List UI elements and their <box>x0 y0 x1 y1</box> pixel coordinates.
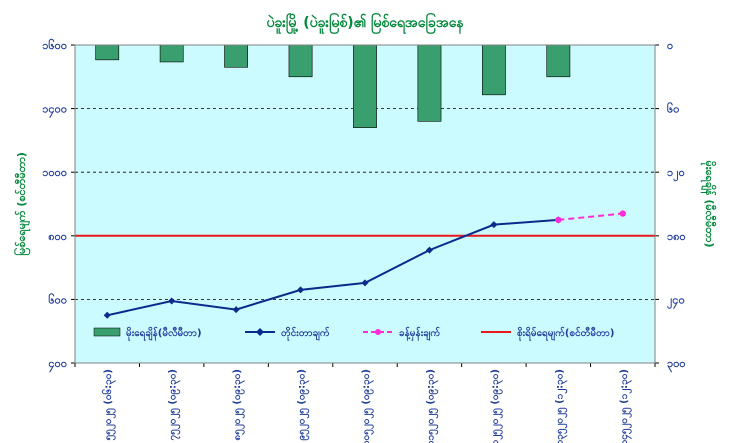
measured-series-line <box>107 218 559 317</box>
measured-point <box>103 311 111 319</box>
measured-point <box>490 221 498 229</box>
legend-label-rainfall: မိုးရေချိန်(မီလီမီတာ) <box>126 326 202 342</box>
left-tick-label: ၁၄၀၀ <box>42 103 67 119</box>
measured-point <box>425 246 433 254</box>
right-axis-title: မိုးရေချိန် (မီလီမီတာ) <box>700 161 717 248</box>
x-tick-label: ၇၅၂၀၂၅ (၀၉:၃၀) <box>168 369 182 441</box>
legend-swatch-rainfall <box>93 327 121 337</box>
forecast-series-line <box>558 212 623 221</box>
x-tick-label: ၅၅၂၀၂၅ (၀၆:၃၀) <box>101 369 117 440</box>
x-tick-label: ၁၀၅၂၀၂၅ (၀၉:၃၀) <box>361 369 375 443</box>
rainfall-bar <box>159 44 184 63</box>
left-tick-label: ၈၀၀ <box>48 230 67 243</box>
forecast-point <box>555 216 562 224</box>
right-tick-label: ၁၈၀ <box>667 230 686 243</box>
rainfall-bar <box>353 44 377 128</box>
x-axis-ticks: ၅၅၂၀၂၅ (၀၆:၃၀) ၇၅၂၀၂၅ (၀၉:၃၀) ၈၅၂၀၂၅ (၀၉:၃… <box>74 363 656 443</box>
rainfall-bar <box>288 44 313 78</box>
rainfall-bar <box>95 44 120 61</box>
rainfall-bar <box>224 44 249 68</box>
legend-label-danger: စိုးရိမ်ရေမျက်(စင်တီမီတာ) <box>517 326 614 342</box>
rainfall-bars <box>95 44 571 128</box>
left-tick-label: ၁၀၀၀ <box>42 166 67 179</box>
measured-point <box>232 306 240 314</box>
right-tick-label: ၂၄၀ <box>667 293 685 309</box>
legend-label-measured: တိုင်းတာချက် <box>281 326 330 342</box>
x-tick-label: ၁၁၅၂၀၂၅ (၀၉:၃၀) <box>425 369 439 443</box>
measured-point <box>361 279 369 287</box>
left-tick-label: ၆၀၀ <box>48 293 67 306</box>
x-tick-label: ၁၄၅၂၀၂၅ (၁၂:၃၀) <box>619 369 633 443</box>
left-tick-label: ၄၀၀ <box>48 357 67 373</box>
right-tick-label: ၆၀ <box>667 103 679 116</box>
measured-point <box>168 297 176 305</box>
forecast-points <box>555 210 626 224</box>
rainfall-bar <box>481 44 506 96</box>
x-tick-label: ၁၂၅၂၀၂၅ (၀၉:၃၀) <box>490 369 504 443</box>
rainfall-bar <box>546 44 571 78</box>
right-tick-label: ၁၂၀ <box>667 166 685 182</box>
x-tick-label: ၉၅၂၀၂၅ (၀၉:၃၀) <box>297 369 311 440</box>
legend-marker-measured <box>256 328 264 336</box>
legend-marker-forecast <box>375 329 381 335</box>
x-tick-label: ၈၅၂၀၂၅ (၀၉:၃၀) <box>232 369 246 441</box>
left-axis-title: မြစ်ရေမျက် (စင်တီမီတာ) <box>13 152 31 256</box>
right-tick-label: ၃၀၀ <box>667 357 686 373</box>
measured-point <box>297 286 305 294</box>
plot-border <box>74 44 656 364</box>
rainfall-bar <box>417 44 442 122</box>
chart-title: ပဲခူးမြို့ (ပဲခူးမြစ်)၏ မြစ်ရေအခြေအနေ <box>266 13 464 34</box>
left-tick-label: ၁၆၀၀ <box>42 39 67 52</box>
legend: မိုးရေချိန်(မီလီမီတာ) တိုင်းတာချက် ခန့်မ… <box>93 326 614 342</box>
legend-label-forecast: ခန့်မှန်းချက် <box>399 326 440 342</box>
right-tick-label: ၀ <box>667 39 673 52</box>
forecast-point <box>619 210 626 217</box>
x-tick-label: ၁၃၅၂၀၂၅ (၁၂:၃၀) <box>554 369 568 443</box>
